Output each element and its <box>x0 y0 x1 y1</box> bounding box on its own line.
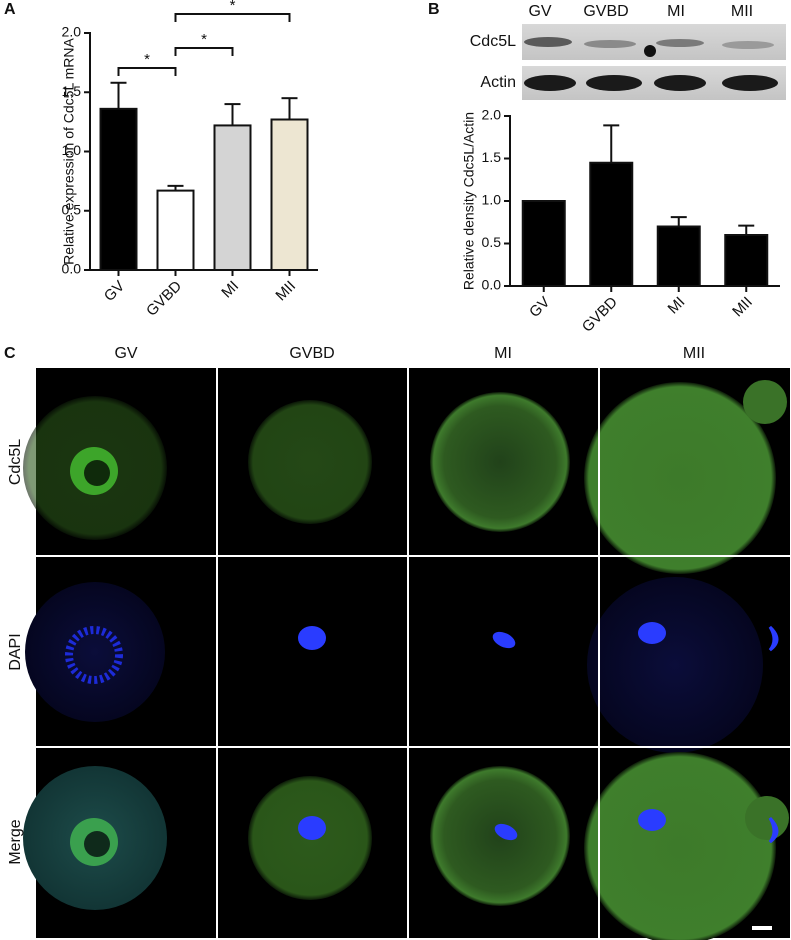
micrograph-column-label: GVBD <box>289 345 334 362</box>
bar <box>99 107 138 271</box>
blot-spot <box>644 45 656 57</box>
bar <box>589 161 634 287</box>
blot-column-label: MII <box>731 3 753 20</box>
y-axis-label: Relative density Cdc5L/Actin <box>461 112 477 290</box>
blot-column-label: MI <box>667 3 685 20</box>
y-tick-label: 0.0 <box>482 277 502 293</box>
band <box>524 75 576 91</box>
bar <box>270 118 309 271</box>
bar <box>656 225 701 287</box>
polar-body-chromatin <box>768 625 779 652</box>
oocyte <box>25 582 165 722</box>
chromatin <box>65 626 123 684</box>
chromosomes <box>492 631 516 649</box>
oocyte <box>248 400 372 524</box>
panel-label: B <box>428 1 440 18</box>
y-tick-label: 2.0 <box>62 24 82 40</box>
blot-column-label: GVBD <box>583 3 628 20</box>
blot-row-label: Actin <box>480 74 516 91</box>
oocyte <box>584 752 776 940</box>
oocyte <box>430 392 570 532</box>
micrograph-column-label: MI <box>494 345 512 362</box>
band <box>654 75 706 91</box>
panel-label: C <box>4 345 16 362</box>
band <box>722 41 774 49</box>
band <box>722 75 778 91</box>
band <box>524 37 572 47</box>
oocyte <box>584 382 776 574</box>
y-axis-label: Relative expression of Cdc5L mRNA <box>61 37 77 264</box>
blot-column-label: GV <box>528 3 551 20</box>
micrograph-row-label: DAPI <box>7 633 24 670</box>
polar-body <box>743 380 787 424</box>
y-tick-label: 0.0 <box>62 261 82 277</box>
significance-label: * <box>201 31 207 48</box>
panel-label: A <box>4 1 16 18</box>
chromosomes <box>638 809 666 831</box>
chromosomes <box>298 626 326 650</box>
y-tick-label: 1.0 <box>62 142 82 158</box>
grid-dividers <box>36 368 790 938</box>
significance-bracket <box>174 13 291 22</box>
micrograph-column-label: GV <box>114 345 137 362</box>
micrograph-row-label: Cdc5L <box>7 439 24 485</box>
bar <box>521 200 566 287</box>
polar-body-chromatin <box>768 816 779 844</box>
band <box>656 39 704 47</box>
scale-bar <box>752 926 772 930</box>
bar <box>724 234 769 287</box>
y-tick-label: 1.0 <box>482 192 502 208</box>
chromosomes <box>298 816 326 840</box>
y-tick-label: 0.5 <box>62 201 82 217</box>
oocyte <box>587 577 763 753</box>
y-tick-label: 0.5 <box>482 234 502 250</box>
significance-label: * <box>144 51 150 68</box>
y-tick-label: 1.5 <box>62 83 82 99</box>
band <box>584 40 636 48</box>
polar-body <box>745 796 789 840</box>
chromosomes <box>638 622 666 644</box>
nucleolus <box>84 831 110 857</box>
significance-label: * <box>230 0 236 14</box>
significance-bracket <box>174 47 234 56</box>
micrograph-column-label: MII <box>683 345 705 362</box>
nucleolus <box>84 460 110 486</box>
bar <box>156 189 195 271</box>
micrograph-row-label: Merge <box>7 819 24 864</box>
y-tick-label: 1.5 <box>482 149 502 165</box>
bar <box>213 124 252 272</box>
micrograph-grid: GV GVBD MI MII Cdc5L DAPI Merge <box>7 345 790 940</box>
y-tick-label: 2.0 <box>482 107 502 123</box>
chromosomes <box>494 823 518 841</box>
significance-bracket <box>117 67 177 76</box>
band <box>586 75 642 91</box>
western-blot: GV GVBD MI MII Cdc5L Actin <box>470 3 786 100</box>
blot-row-label: Cdc5L <box>470 33 516 50</box>
